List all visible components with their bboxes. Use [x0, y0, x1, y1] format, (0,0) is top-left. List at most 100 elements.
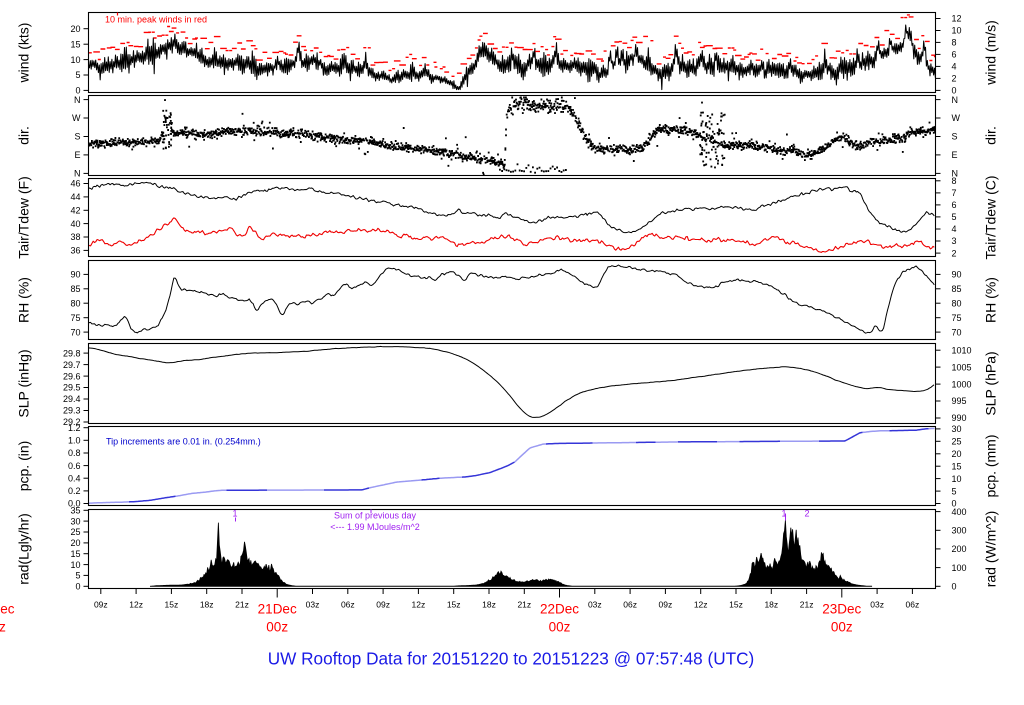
svg-text:40: 40 — [70, 219, 80, 229]
svg-text:10: 10 — [70, 55, 80, 65]
svg-text:18z: 18z — [764, 600, 778, 610]
svg-text:70: 70 — [70, 327, 80, 337]
svg-text:80: 80 — [952, 298, 962, 308]
svg-text:75: 75 — [70, 313, 80, 323]
svg-text:5: 5 — [952, 212, 957, 222]
svg-text:7: 7 — [952, 188, 957, 198]
svg-text:rad (W/m^2): rad (W/m^2) — [983, 511, 999, 588]
svg-text:90: 90 — [70, 270, 80, 280]
svg-text:09z: 09z — [659, 600, 673, 610]
svg-text:dir.: dir. — [16, 126, 32, 145]
svg-text:21z: 21z — [235, 600, 249, 610]
svg-text:18z: 18z — [482, 600, 496, 610]
svg-text:29.8: 29.8 — [63, 348, 81, 358]
svg-text:06z: 06z — [906, 600, 920, 610]
svg-text:29.2: 29.2 — [63, 417, 81, 427]
svg-text:2: 2 — [952, 74, 957, 84]
svg-text:1.2: 1.2 — [68, 423, 81, 433]
svg-text:25: 25 — [70, 527, 80, 537]
svg-text:0.2: 0.2 — [68, 486, 81, 496]
svg-text:20: 20 — [952, 449, 962, 459]
svg-text:0: 0 — [952, 86, 957, 96]
svg-text:1: 1 — [232, 509, 237, 519]
svg-text:85: 85 — [952, 284, 962, 294]
svg-text:0.0: 0.0 — [68, 499, 81, 509]
svg-text:75: 75 — [952, 313, 962, 323]
svg-text:Tair/Tdew (F): Tair/Tdew (F) — [16, 176, 32, 258]
svg-text:15z: 15z — [447, 600, 461, 610]
svg-text:E: E — [952, 150, 958, 160]
svg-text:N: N — [952, 169, 959, 179]
svg-text:S: S — [74, 132, 80, 142]
svg-text:15z: 15z — [165, 600, 179, 610]
svg-text:995: 995 — [952, 396, 967, 406]
svg-text:90: 90 — [952, 270, 962, 280]
svg-text:0: 0 — [75, 582, 80, 592]
svg-text:Tair/Tdew (C): Tair/Tdew (C) — [983, 175, 999, 259]
svg-text:85: 85 — [70, 284, 80, 294]
svg-text:0: 0 — [952, 582, 957, 592]
svg-text:12z: 12z — [412, 600, 426, 610]
svg-text:6: 6 — [952, 200, 957, 210]
svg-text:35: 35 — [70, 506, 80, 516]
svg-text:UW Rooftop Data for 20151220: UW Rooftop Data for 20151220 to 20151223… — [268, 649, 755, 669]
svg-text:30: 30 — [70, 516, 80, 526]
svg-text:W: W — [72, 113, 81, 123]
svg-text:20Dec: 20Dec — [0, 602, 15, 617]
svg-text:SLP (hPa): SLP (hPa) — [983, 351, 999, 415]
svg-text:W: W — [952, 113, 961, 123]
svg-text:RH (%): RH (%) — [983, 277, 999, 323]
svg-text:5: 5 — [952, 486, 957, 496]
svg-text:03z: 03z — [870, 600, 884, 610]
svg-text:00z: 00z — [0, 620, 6, 635]
svg-text:Tip increments are 0.01 in. (0: Tip increments are 0.01 in. (0.254mm.) — [106, 437, 261, 447]
svg-text:12z: 12z — [694, 600, 708, 610]
svg-text:400: 400 — [952, 507, 967, 517]
svg-text:200: 200 — [952, 544, 967, 554]
svg-text:1000: 1000 — [952, 379, 972, 389]
svg-text:21Dec: 21Dec — [258, 602, 297, 617]
svg-text:1: 1 — [781, 509, 786, 519]
svg-text:29.7: 29.7 — [63, 360, 81, 370]
svg-text:N: N — [74, 95, 81, 105]
svg-text:15z: 15z — [729, 600, 743, 610]
svg-text:12: 12 — [952, 14, 962, 24]
svg-text:300: 300 — [952, 526, 967, 536]
svg-text:1010: 1010 — [952, 345, 972, 355]
svg-text:990: 990 — [952, 413, 967, 423]
svg-text:29.3: 29.3 — [63, 406, 81, 416]
svg-text:21z: 21z — [517, 600, 531, 610]
svg-text:SLP (inHg): SLP (inHg) — [16, 349, 32, 417]
svg-text:<--- 1.99 MJoules/m^2: <--- 1.99 MJoules/m^2 — [330, 522, 420, 532]
svg-text:0.6: 0.6 — [68, 461, 81, 471]
svg-text:rad(Lgly/hr): rad(Lgly/hr) — [16, 513, 32, 585]
svg-text:1.0: 1.0 — [68, 436, 81, 446]
svg-text:2: 2 — [804, 509, 809, 519]
svg-text:4: 4 — [952, 224, 957, 234]
svg-text:10: 10 — [952, 474, 962, 484]
svg-text:29.5: 29.5 — [63, 383, 81, 393]
svg-text:3: 3 — [952, 236, 957, 246]
svg-text:10 min. peak winds in red: 10 min. peak winds in red — [105, 15, 207, 25]
svg-text:38: 38 — [70, 232, 80, 242]
svg-text:36: 36 — [70, 246, 80, 256]
svg-text:S: S — [952, 132, 958, 142]
svg-text:30: 30 — [952, 424, 962, 434]
svg-text:70: 70 — [952, 327, 962, 337]
svg-text:1005: 1005 — [952, 362, 972, 372]
svg-text:5: 5 — [75, 571, 80, 581]
svg-text:N: N — [74, 169, 81, 179]
svg-text:wind (kts): wind (kts) — [16, 23, 32, 84]
svg-text:0: 0 — [75, 86, 80, 96]
svg-text:15: 15 — [70, 39, 80, 49]
svg-text:6: 6 — [952, 50, 957, 60]
svg-text:Sum of previous day: Sum of previous day — [334, 510, 417, 520]
svg-text:2: 2 — [952, 248, 957, 258]
svg-text:0: 0 — [952, 499, 957, 509]
svg-text:23Dec: 23Dec — [822, 602, 861, 617]
svg-text:44: 44 — [70, 192, 80, 202]
svg-text:100: 100 — [952, 563, 967, 573]
svg-text:00z: 00z — [549, 620, 571, 635]
svg-text:pcp. (mm): pcp. (mm) — [983, 435, 999, 498]
svg-text:20: 20 — [70, 538, 80, 548]
